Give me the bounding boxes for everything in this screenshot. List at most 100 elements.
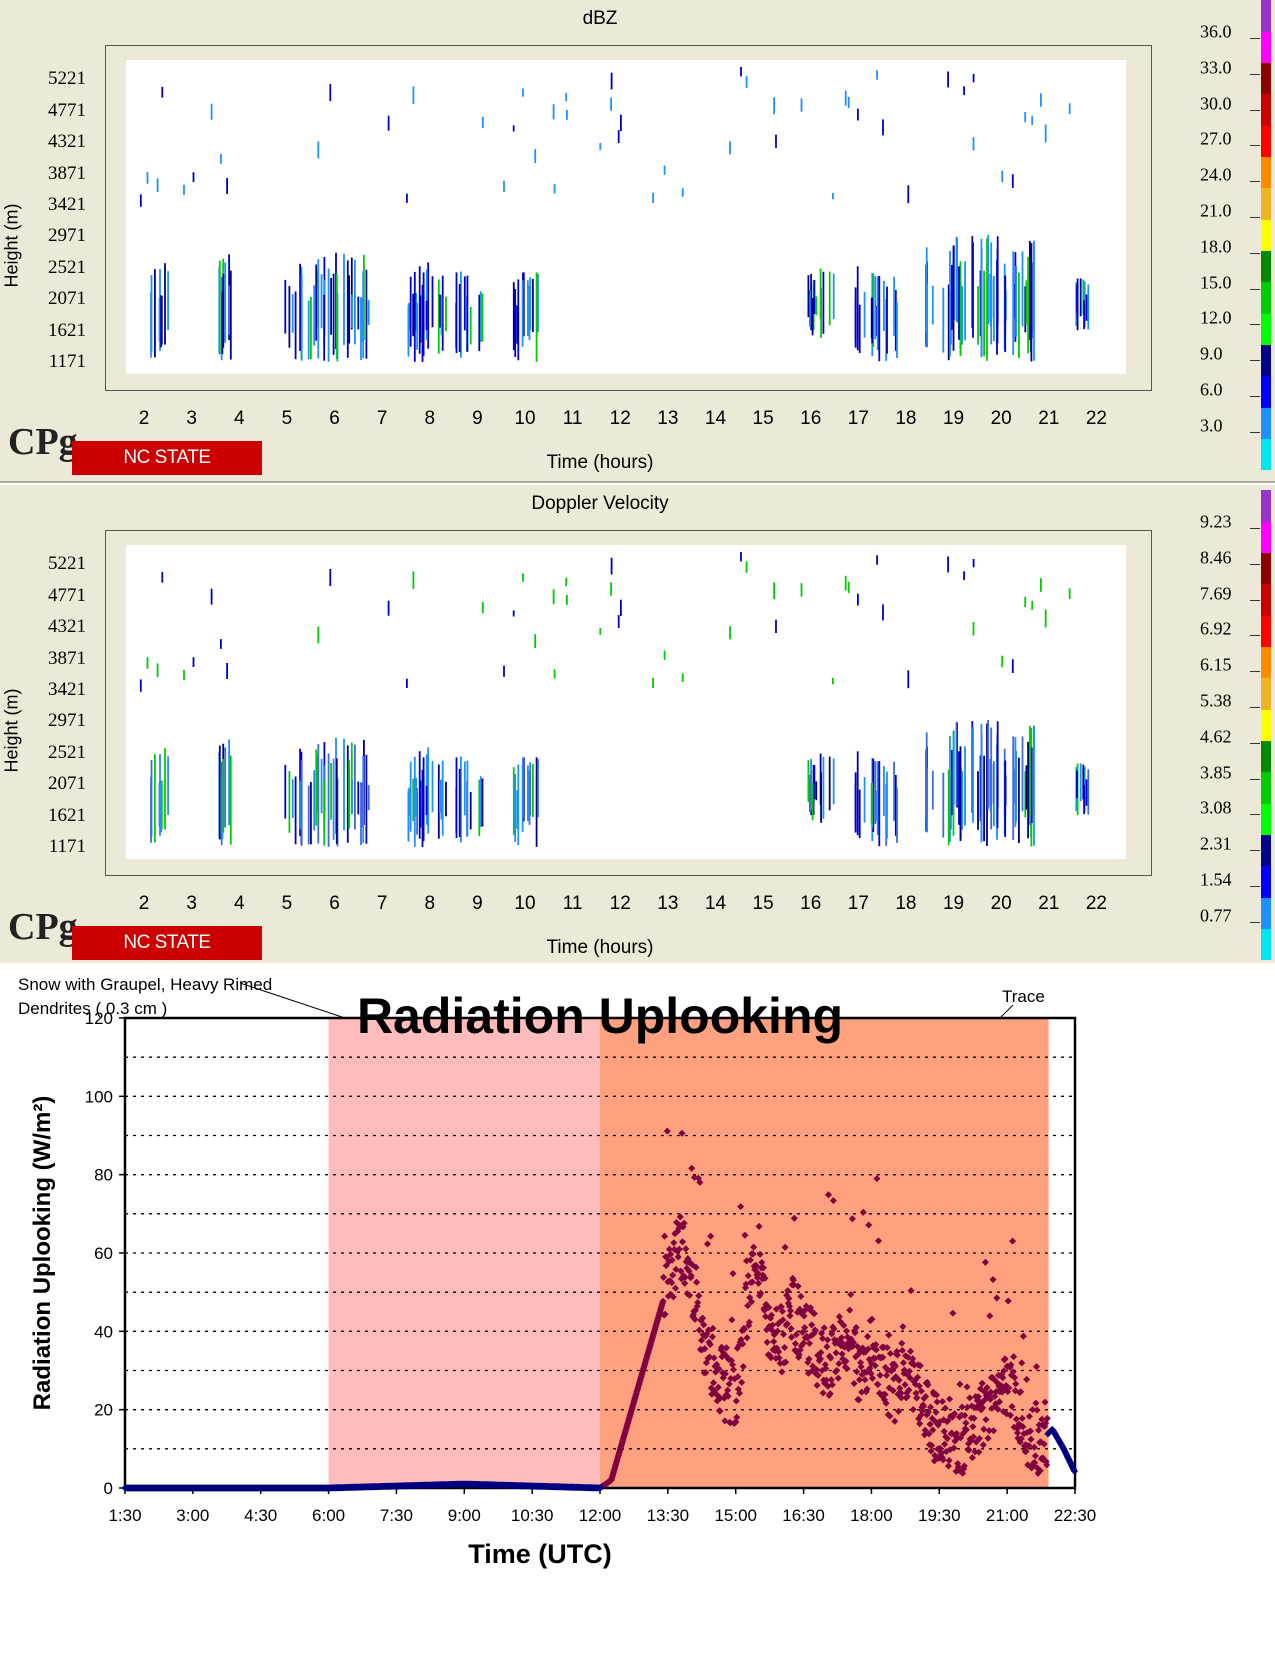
echo-mark [882, 119, 884, 136]
data-point [979, 1404, 987, 1412]
data-point [724, 1392, 732, 1400]
y-tick-label: 1621 [48, 319, 86, 341]
echo-mark [809, 289, 811, 327]
echo-mark [894, 290, 897, 351]
echo-mark [847, 581, 850, 594]
data-point [722, 1344, 731, 1352]
data-point [734, 1373, 742, 1381]
x-tick-label: 15 [752, 408, 774, 429]
data-point [678, 1129, 686, 1137]
echo-mark [310, 782, 312, 845]
y-tick-label: 1171 [48, 836, 86, 858]
echo-mark [351, 779, 353, 813]
data-point [940, 1427, 948, 1435]
echo-mark [617, 615, 620, 628]
echo-mark [820, 287, 822, 338]
annotation-leader [239, 982, 346, 1019]
echo-mark [150, 291, 152, 358]
echo-mark [1083, 785, 1085, 815]
data-point [814, 1371, 822, 1379]
y-tick-label: 2521 [48, 256, 86, 278]
echo-mark [1011, 659, 1014, 673]
echo-mark [415, 777, 417, 817]
data-point [808, 1321, 816, 1329]
data-point [792, 1331, 801, 1339]
data-point [983, 1384, 991, 1392]
echo-mark [565, 577, 568, 587]
echo-mark [522, 573, 524, 582]
data-point [661, 1232, 669, 1240]
data-point [917, 1387, 925, 1395]
data-point [795, 1351, 803, 1359]
colorbar-tick [1250, 396, 1260, 397]
echo-mark [947, 769, 950, 846]
echo-mark [1040, 93, 1042, 107]
echo-mark [146, 172, 149, 184]
x-axis-label: Time (hours) [546, 937, 654, 958]
radar-echo-plot [139, 67, 1090, 362]
echo-mark [481, 778, 484, 827]
data-point [786, 1312, 794, 1320]
echo-mark [463, 761, 466, 816]
echo-mark [218, 745, 221, 840]
echo-mark [986, 723, 988, 846]
echo-mark [832, 273, 835, 320]
colorbar-tick-label: 1.54 [1200, 869, 1232, 890]
echo-mark [294, 291, 297, 360]
colorbar-segment [1261, 219, 1271, 252]
data-point [906, 1374, 914, 1382]
echo-mark [407, 789, 410, 842]
data-point [986, 1395, 994, 1403]
echo-mark [300, 759, 303, 846]
data-point [941, 1404, 949, 1412]
echo-mark [160, 295, 162, 348]
data-point [733, 1413, 741, 1421]
data-point [979, 1441, 987, 1449]
colorbar-tick [1250, 217, 1260, 218]
echo-mark [964, 746, 966, 826]
colorbar-tick [1250, 742, 1260, 744]
echo-mark [947, 556, 949, 573]
echo-mark [307, 785, 310, 845]
x-tick-label: 18 [895, 408, 917, 429]
x-tick-label: 14 [704, 408, 727, 429]
data-point [857, 1359, 865, 1367]
colorbar-tick [1250, 671, 1260, 673]
colorbar-tick [1250, 73, 1260, 75]
echo-mark [418, 266, 421, 354]
colorbar-tick-label: 0.77 [1200, 905, 1232, 926]
doppler-panel: Doppler Velocity Height (m) 5221 4771 4321… [0, 485, 1275, 963]
echo-mark [1025, 280, 1028, 325]
echo-mark [139, 194, 142, 207]
x-tick-label: 3 [186, 893, 197, 914]
echo-mark [529, 762, 532, 815]
echo-mark [164, 263, 166, 345]
echo-mark [858, 304, 861, 354]
colorbar [1261, 490, 1271, 961]
data-point [1001, 1355, 1009, 1363]
x-tick-label: 6 [329, 408, 340, 429]
data-point [861, 1376, 869, 1384]
echo-mark [992, 763, 995, 804]
echo-mark [535, 272, 538, 362]
echo-mark [413, 756, 416, 847]
x-tick-label: 21:00 [986, 1506, 1029, 1525]
data-point [855, 1396, 863, 1404]
echo-mark [357, 296, 360, 330]
data-point [944, 1417, 952, 1425]
echo-mark [469, 792, 472, 830]
echo-mark [964, 261, 966, 341]
echo-mark [832, 678, 834, 685]
colorbar-tick [1250, 814, 1260, 816]
data-point [669, 1293, 677, 1301]
echo-mark [422, 757, 425, 841]
echo-mark [800, 98, 803, 112]
echo-mark [870, 783, 873, 824]
colorbar-tick-label: 24.0 [1200, 164, 1232, 185]
colorbar-tick-label: 33.0 [1200, 57, 1232, 78]
colorbar-tick-label: 15.0 [1200, 272, 1232, 293]
colorbar-segment [1261, 250, 1271, 283]
data-point [853, 1342, 861, 1350]
echo-mark [894, 775, 897, 836]
data-point [891, 1362, 899, 1370]
